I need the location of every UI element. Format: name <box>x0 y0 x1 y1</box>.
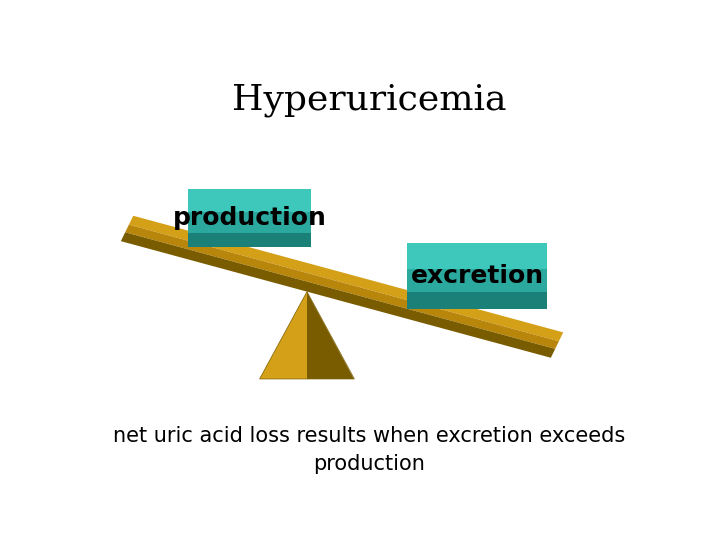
Polygon shape <box>408 242 547 269</box>
Polygon shape <box>121 232 555 358</box>
Text: production: production <box>172 206 326 230</box>
Text: Hyperuricemia: Hyperuricemia <box>232 83 506 117</box>
Polygon shape <box>188 212 311 233</box>
Polygon shape <box>260 292 307 379</box>
Polygon shape <box>408 293 547 309</box>
Text: excretion: excretion <box>410 264 544 288</box>
Polygon shape <box>129 216 563 341</box>
Polygon shape <box>188 189 311 212</box>
Polygon shape <box>188 233 311 247</box>
Text: net uric acid loss results when excretion exceeds
production: net uric acid loss results when excretio… <box>113 426 625 474</box>
Polygon shape <box>408 269 547 293</box>
Polygon shape <box>307 292 354 379</box>
Polygon shape <box>125 225 559 349</box>
